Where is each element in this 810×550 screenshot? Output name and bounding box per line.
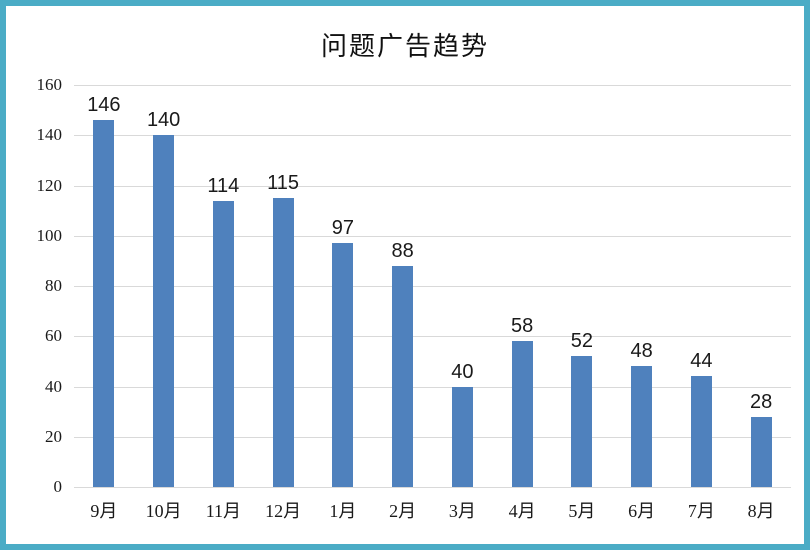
bar-column: 114 (194, 85, 254, 487)
x-tick-label: 3月 (448, 501, 476, 521)
bar (571, 356, 593, 487)
x-tick-label: 10月 (145, 501, 182, 521)
y-tick-label: 120 (36, 175, 63, 195)
bar (750, 416, 772, 487)
gridline (74, 386, 791, 388)
y-tick-label: 40 (45, 376, 62, 396)
x-tick-label: 9月 (90, 501, 118, 521)
x-tick-label: 7月 (687, 501, 715, 521)
bar-value-label: 114 (207, 174, 240, 197)
bar-column: 44 (672, 85, 732, 487)
bar-value-label: 48 (630, 340, 653, 363)
x-tick-label: 1月 (329, 501, 357, 521)
bar (690, 376, 712, 487)
bar-column: 146 (74, 85, 134, 487)
bar (93, 120, 115, 487)
x-axis-labels: 9月 10月 11月 12月 1月 2月 3月 4月 5月 6月 7月 8月 (74, 497, 791, 523)
chart-title: 问题广告趋势 (320, 32, 489, 61)
y-tick-label: 80 (45, 276, 62, 295)
bar-value-label: 58 (511, 315, 534, 338)
bar-value-label: 44 (690, 350, 713, 373)
bar-value-label: 28 (750, 390, 773, 413)
bar (332, 243, 354, 487)
bar (212, 200, 234, 487)
x-tick-label: 4月 (508, 501, 536, 521)
bar-value-label: 40 (451, 360, 474, 383)
bar-column: 88 (373, 85, 433, 487)
gridline (74, 135, 791, 137)
bar (272, 198, 294, 487)
bar-column: 48 (612, 85, 672, 487)
bar-column: 52 (552, 85, 612, 487)
gridline (74, 235, 791, 237)
x-tick-label: 11月 (205, 501, 242, 521)
y-tick-label: 60 (45, 326, 62, 346)
bar-column: 58 (492, 85, 552, 487)
x-tick-label: 8月 (747, 501, 775, 521)
bar-value-label: 97 (331, 217, 354, 240)
x-tick-label: 2月 (389, 501, 417, 521)
gridline (74, 336, 791, 338)
bar-column: 115 (253, 85, 313, 487)
bar-value-label: 146 (87, 94, 121, 117)
x-tick-label: 6月 (628, 501, 656, 521)
bar-value-label: 88 (391, 239, 414, 262)
y-tick-label: 20 (45, 426, 62, 446)
bar-column: 140 (134, 85, 194, 487)
y-tick-label: 0 (53, 477, 63, 496)
y-tick-label: 100 (36, 225, 63, 245)
gridline (74, 436, 791, 438)
bar (153, 135, 175, 487)
bars-layer: 146 140 114 115 97 88 40 58 52 48 44 28 (74, 85, 791, 487)
gridline (74, 85, 791, 86)
bar-value-label: 140 (146, 109, 181, 132)
bar-value-label: 115 (267, 172, 300, 195)
x-tick-label: 5月 (568, 501, 596, 521)
bar (631, 366, 653, 487)
bar-value-label: 52 (570, 330, 593, 353)
gridline (74, 185, 791, 187)
bar-column: 40 (433, 85, 493, 487)
gridline (74, 286, 791, 287)
bar (511, 341, 533, 487)
x-tick-label: 12月 (265, 501, 302, 521)
y-tick-label: 160 (36, 75, 63, 94)
plot-area: 0 20 40 60 80 100 120 140 160 146 140 114 115 97 88 40… (37, 75, 791, 521)
bar (451, 386, 473, 487)
y-tick-label: 140 (36, 125, 63, 145)
bar-column: 28 (731, 85, 791, 487)
bar (392, 265, 414, 487)
bar-column: 97 (313, 85, 373, 487)
gridline (74, 487, 791, 488)
